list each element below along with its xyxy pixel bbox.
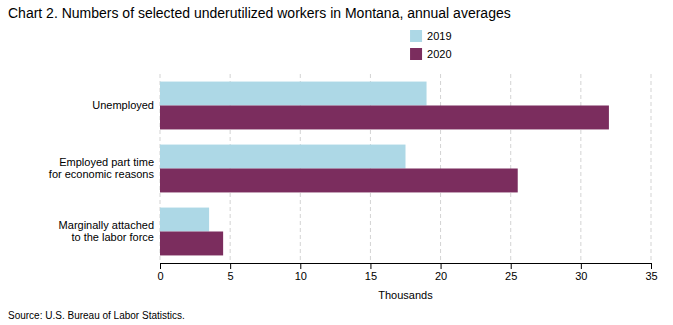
tick-label: 20 <box>435 270 447 282</box>
source: Source: U.S. Bureau of Labor Statistics. <box>8 310 185 321</box>
series <box>160 82 427 232</box>
tick: Unemployed <box>92 99 154 111</box>
axis-line <box>161 264 652 270</box>
x-axis-label: Thousands <box>378 289 433 301</box>
plot: 0 5 10 15 20 25 30 35 Thousands Marginally attach… <box>49 74 658 301</box>
tick-label: 25 <box>505 270 517 282</box>
tick-mark <box>370 263 371 269</box>
tick-label: Marginally attachedto the labor force <box>59 219 154 244</box>
legend-item: 2020 <box>410 48 451 60</box>
bars <box>160 82 609 256</box>
tick: 10 <box>295 263 307 282</box>
bar <box>160 106 609 130</box>
bar <box>160 145 406 169</box>
bar <box>160 169 518 193</box>
tick: 20 <box>435 263 447 282</box>
tick-label: Employed part timefor economic reasons <box>49 156 155 181</box>
tick: 0 <box>157 263 163 282</box>
tick-mark <box>160 263 161 269</box>
tick-label: 10 <box>295 270 307 282</box>
tick: 15 <box>365 263 377 282</box>
tick-label: 15 <box>365 270 377 282</box>
bar <box>160 208 209 232</box>
tick-mark <box>230 263 231 269</box>
tick-label: 35 <box>645 270 657 282</box>
grid-line <box>580 74 581 263</box>
tick-mark <box>300 263 301 269</box>
tick-label: Unemployed <box>92 99 154 111</box>
legend-item: 2019 <box>410 30 451 42</box>
tick-label: 5 <box>228 270 234 282</box>
series <box>160 106 609 256</box>
legend-swatch <box>410 30 422 42</box>
legend-swatch <box>410 48 422 60</box>
tick-mark <box>441 263 442 269</box>
tick: Marginally attachedto the labor force <box>59 219 154 244</box>
tick: 35 <box>645 263 657 282</box>
x-axis: 0 5 10 15 20 25 30 35 <box>157 263 657 282</box>
tick: Employed part timefor economic reasons <box>49 156 155 181</box>
bar <box>160 232 223 256</box>
tick: 25 <box>505 263 517 282</box>
tick-label: 30 <box>575 270 587 282</box>
legend-label: 2019 <box>427 30 451 42</box>
grid-line <box>651 74 652 263</box>
tick: 30 <box>575 263 587 282</box>
tick-mark <box>651 263 652 269</box>
chart: Chart 2. Numbers of selected underutiliz… <box>0 0 673 325</box>
grid <box>160 74 651 263</box>
tick-label: 0 <box>157 270 163 282</box>
legend-label: 2020 <box>427 48 451 60</box>
tick-mark <box>581 263 582 269</box>
y-axis: Marginally attachedto the labor force Emp… <box>49 99 155 243</box>
tick: 5 <box>228 263 234 282</box>
title: Chart 2. Numbers of selected underutiliz… <box>8 5 511 21</box>
bar <box>160 82 427 106</box>
tick-mark <box>511 263 512 269</box>
legend: 2019 2020 <box>410 30 451 60</box>
